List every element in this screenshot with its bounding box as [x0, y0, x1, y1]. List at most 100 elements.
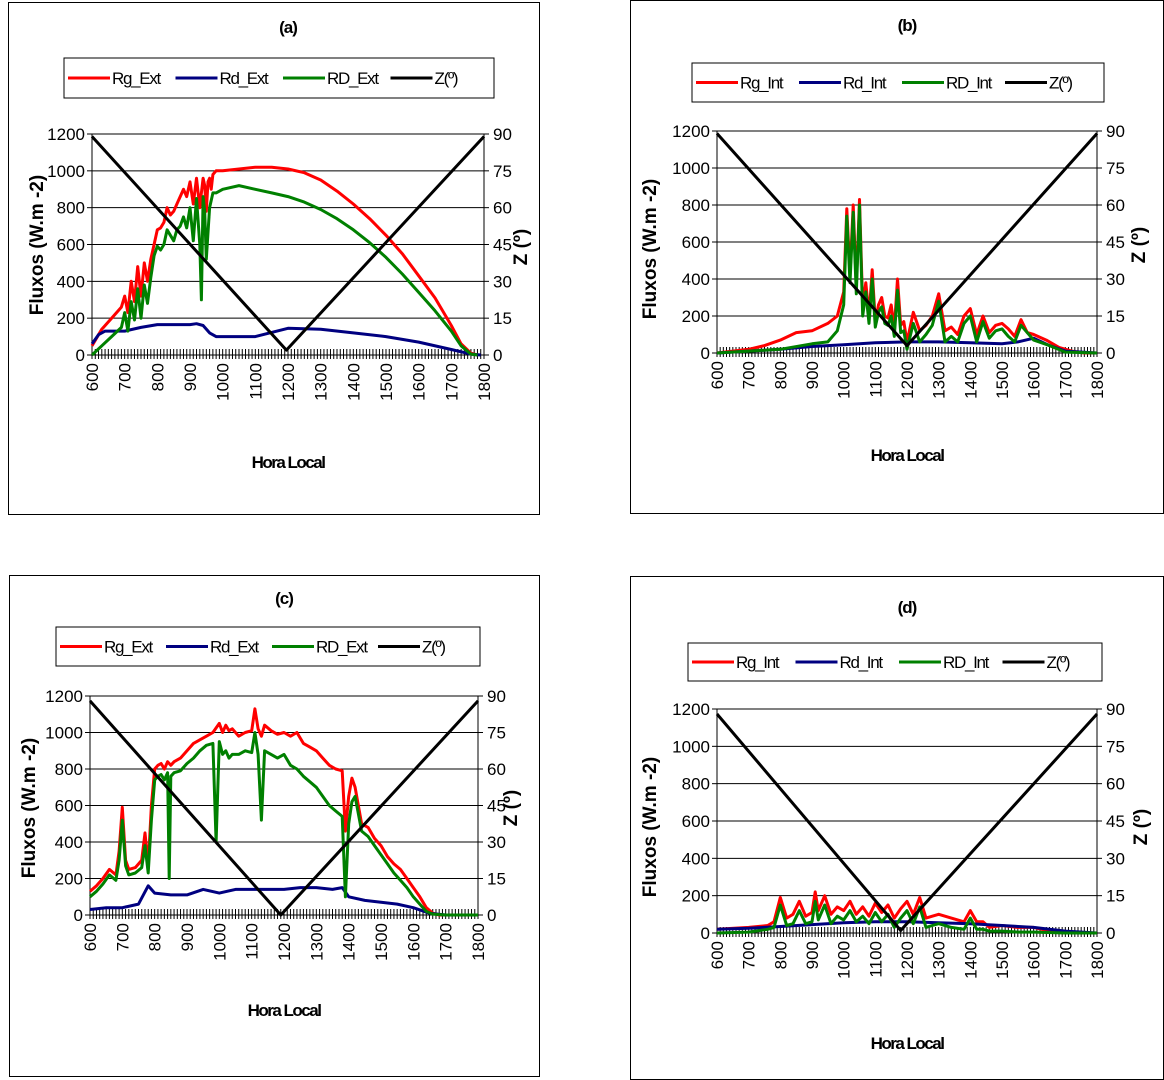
y-tick-label: 1200 [47, 125, 85, 144]
x-tick-label: 1300 [307, 923, 326, 961]
x-tick-label: 800 [148, 363, 167, 391]
legend-entry: RD_Ext [327, 69, 379, 88]
x-tick-label: 800 [146, 923, 165, 951]
x-tick-label: 700 [740, 361, 759, 389]
y-tick-label: 0 [76, 346, 85, 365]
chart-title: (c) [275, 589, 293, 608]
y2-tick-label: 90 [1106, 700, 1125, 719]
legend-entry: Rg_Ext [104, 638, 154, 657]
chart-panel-d: (d) Rg_Int Rd_Int RD_Int Z(º) 0 200 400 600 800 10… [630, 576, 1164, 1080]
x-axis-label: Hora Local [871, 1034, 945, 1053]
y2-tick-label: 15 [1106, 307, 1125, 326]
x-tick-label: 1600 [1025, 361, 1044, 399]
x-tick-label: 600 [708, 361, 727, 389]
y-tick-label: 800 [682, 775, 710, 794]
x-tick-label: 1500 [993, 361, 1012, 399]
y-tick-label: 400 [682, 270, 710, 289]
y2-tick-label: 15 [1106, 887, 1125, 906]
x-tick-label: 1000 [835, 941, 854, 979]
y-tick-label: 0 [701, 924, 710, 943]
series-line-rg [716, 890, 1097, 935]
y2-tick-label: 0 [1106, 344, 1115, 363]
y-tick-label: 1200 [672, 700, 710, 719]
x-axis-label: Hora Local [248, 1001, 322, 1020]
x-tick-label: 1200 [275, 923, 294, 961]
series-line-rd [90, 322, 481, 357]
y2-tick-label: 15 [493, 309, 512, 328]
series-line-rd [89, 884, 478, 917]
x-tick-label: 600 [708, 941, 727, 969]
y-tick-label: 0 [701, 344, 710, 363]
y-axis-label: Fluxos (W.m -2) [27, 175, 48, 315]
x-tick-label: 1200 [898, 361, 917, 399]
legend-entry: Z(º) [1049, 74, 1072, 93]
y2-tick-label: 30 [487, 833, 506, 852]
y2-tick-label: 15 [487, 870, 506, 889]
legend-entry: Z(º) [435, 69, 458, 88]
y-tick-label: 600 [55, 797, 83, 816]
y-tick-label: 1000 [672, 159, 710, 178]
y2-axis-label: Z (º) [501, 790, 522, 826]
x-tick-label: 1500 [993, 941, 1012, 979]
x-tick-label: 1000 [835, 361, 854, 399]
y2-tick-label: 30 [493, 272, 512, 291]
chart-svg: (c)Rg_Ext Rd_Ext RD_Ext Z(º)020040060080010… [19, 589, 522, 1020]
x-tick-label: 1800 [475, 363, 494, 401]
x-tick-label: 600 [83, 363, 102, 391]
legend-entry: Rd_Ext [210, 638, 260, 657]
y2-tick-label: 0 [493, 346, 502, 365]
x-axis-label: Hora Local [871, 446, 945, 465]
chart-panel-c: (c) Rg_Ext Rd_Ext RD_Ext Z(º) 0 200 400 600 800 10… [9, 575, 540, 1077]
x-tick-label: 1200 [279, 363, 298, 401]
x-tick-label: 1300 [930, 361, 949, 399]
legend-entry: Z(º) [1047, 653, 1070, 672]
y-tick-label: 600 [682, 812, 710, 831]
x-tick-label: 700 [116, 363, 135, 391]
y-tick-label: 1000 [47, 162, 85, 181]
y2-tick-label: 45 [487, 797, 506, 816]
y-tick-label: 800 [57, 199, 85, 218]
x-tick-label: 1700 [442, 363, 461, 401]
x-tick-label: 900 [803, 361, 822, 389]
y-tick-label: 200 [682, 887, 710, 906]
y-tick-label: 1200 [45, 687, 83, 706]
legend-entry: RD_Ext [316, 638, 368, 657]
chart-title: (b) [898, 16, 917, 35]
y2-tick-label: 0 [487, 906, 496, 925]
x-tick-label: 800 [771, 361, 790, 389]
x-tick-label: 1300 [312, 363, 331, 401]
x-tick-label: 1400 [340, 923, 359, 961]
y2-axis-label: Z (º) [1129, 227, 1150, 263]
y2-tick-label: 90 [1106, 122, 1125, 141]
series-line-rg [716, 198, 1097, 355]
chart-panel-a: (a) Rg_Ext Rd_Ext RD_Ext Z(º) 0 200 400 600 800 10… [8, 2, 540, 515]
chart-svg: (b)Rg_Int Rd_Int RD_Int Z(º)020040060080010… [640, 16, 1150, 465]
y2-tick-label: 90 [493, 125, 512, 144]
y2-tick-label: 75 [1106, 159, 1125, 178]
x-tick-label: 700 [740, 941, 759, 969]
x-tick-label: 700 [113, 923, 132, 951]
legend-entry: Z(º) [422, 638, 445, 657]
x-tick-label: 1200 [898, 941, 917, 979]
y2-tick-label: 30 [1106, 849, 1125, 868]
y2-tick-label: 60 [487, 760, 506, 779]
x-tick-label: 800 [771, 941, 790, 969]
x-tick-label: 1600 [410, 363, 429, 401]
x-tick-label: 900 [178, 923, 197, 951]
legend-entry: RD_Int [946, 74, 993, 93]
x-tick-label: 1600 [1025, 941, 1044, 979]
x-tick-label: 1100 [246, 363, 265, 400]
x-tick-label: 1800 [469, 923, 488, 961]
chart-svg: (a)Rg_Ext Rd_Ext RD_Ext Z(º)020040060080010… [27, 18, 532, 472]
legend-entry: Rd_Int [843, 74, 887, 93]
chart-panel-b: (b) Rg_Int Rd_Int RD_Int Z(º) 0 200 400 600 800 10… [630, 0, 1164, 514]
chart-title: (d) [898, 598, 917, 617]
legend-entry: Rg_Int [736, 653, 780, 672]
y2-axis-label: Z (º) [1131, 809, 1152, 845]
y-axis-label: Fluxos (W.m -2) [640, 757, 661, 897]
y-tick-label: 400 [55, 833, 83, 852]
series-line-rg [89, 707, 478, 917]
series-line-rdir [90, 184, 478, 357]
y-axis-label: Fluxos (W.m -2) [640, 179, 661, 319]
x-tick-label: 1400 [961, 941, 980, 979]
